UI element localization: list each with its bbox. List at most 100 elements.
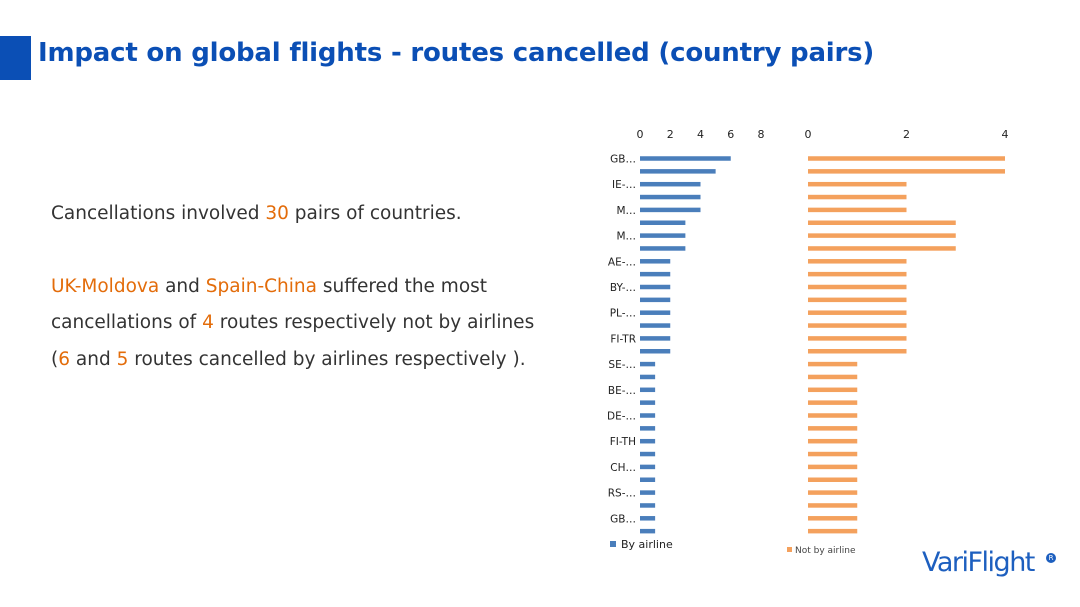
bar-by-airline <box>640 271 671 277</box>
category-label: GB… <box>610 154 636 166</box>
bar-by-airline <box>640 464 656 470</box>
x-tick-label: 6 <box>727 128 734 141</box>
category-label: BE-… <box>608 385 636 397</box>
bar-by-airline <box>640 297 671 303</box>
bar-by-airline <box>640 451 656 457</box>
variflight-logo: VariFlight <box>922 547 1035 578</box>
highlight-number: 4 <box>202 312 214 333</box>
bar-by-airline <box>640 438 656 444</box>
bar-by-airline <box>640 194 701 200</box>
bar-not-by-airline <box>808 387 858 393</box>
summary-paragraph-2: UK-Moldova and Spain-China suffered the … <box>51 269 551 379</box>
bar-by-airline <box>640 323 671 328</box>
bar-not-by-airline <box>808 169 1005 174</box>
bar-by-airline <box>640 374 656 380</box>
bar-not-by-airline <box>808 297 907 303</box>
bar-not-by-airline <box>808 246 956 251</box>
bar-not-by-airline <box>808 528 858 534</box>
bar-not-by-airline <box>808 400 858 405</box>
bar-not-by-airline <box>808 336 907 341</box>
bar-by-airline <box>640 169 716 174</box>
highlight-pair-count: 30 <box>265 203 289 224</box>
category-label: FI-TR <box>610 333 636 345</box>
x-tick-label: 0 <box>805 128 812 141</box>
bar-by-airline <box>640 349 671 354</box>
bar-by-airline <box>640 361 656 367</box>
bar-not-by-airline <box>808 464 858 470</box>
text-run: and <box>159 275 206 297</box>
bar-not-by-airline <box>808 477 858 482</box>
summary-text: Cancellations involved 30 pairs of count… <box>51 196 551 378</box>
x-tick-label: 2 <box>903 128 910 141</box>
category-label: CH… <box>610 462 636 474</box>
bar-not-by-airline <box>808 207 907 213</box>
bar-not-by-airline <box>808 413 858 418</box>
text-run: and <box>70 348 117 370</box>
highlight-spain-china: Spain-China <box>205 275 317 297</box>
bar-not-by-airline <box>808 310 907 315</box>
category-label: FI-TH <box>610 436 636 448</box>
bar-not-by-airline <box>808 438 858 444</box>
category-label: AE-… <box>608 256 636 268</box>
bar-by-airline <box>640 181 701 187</box>
bar-by-airline <box>640 207 701 213</box>
bar-by-airline <box>640 310 671 315</box>
legend-label-by-airline: By airline <box>621 538 673 551</box>
x-tick-label: 8 <box>758 128 765 141</box>
bar-not-by-airline <box>808 490 858 495</box>
bar-not-by-airline <box>808 220 956 225</box>
slide-title: Impact on global flights - routes cancel… <box>38 38 875 68</box>
registered-mark-icon: R <box>1046 553 1056 563</box>
bar-not-by-airline <box>808 271 907 277</box>
bar-by-airline <box>640 400 656 405</box>
bar-by-airline <box>640 503 656 508</box>
category-label: IE-… <box>612 179 636 191</box>
bar-not-by-airline <box>808 503 858 508</box>
highlight-number: 6 <box>58 348 70 370</box>
bar-by-airline <box>640 528 656 534</box>
bar-by-airline <box>640 220 686 225</box>
bar-not-by-airline <box>808 516 858 521</box>
bar-by-airline <box>640 413 656 418</box>
legend-swatch-by-airline <box>610 541 616 547</box>
bar-not-by-airline <box>808 284 907 290</box>
category-label: GB… <box>610 513 636 525</box>
category-label: M… <box>616 205 636 217</box>
legend-label-not-by-airline: Not by airline <box>795 546 856 556</box>
bar-by-airline <box>640 156 731 161</box>
bar-by-airline <box>640 336 671 341</box>
bar-not-by-airline <box>808 451 858 457</box>
x-tick-label: 4 <box>697 128 704 141</box>
x-tick-label: 2 <box>667 128 674 141</box>
x-tick-label: 0 <box>637 128 644 141</box>
category-label: BY-… <box>610 282 636 294</box>
bar-by-airline <box>640 477 656 482</box>
bar-by-airline <box>640 284 671 290</box>
bar-not-by-airline <box>808 361 858 367</box>
bar-by-airline <box>640 490 656 495</box>
category-label: DE-… <box>607 411 636 423</box>
category-label: M… <box>616 231 636 243</box>
bar-not-by-airline <box>808 156 1005 161</box>
bar-by-airline <box>640 233 686 238</box>
text-run: routes cancelled by airlines respectivel… <box>128 348 526 370</box>
bar-not-by-airline <box>808 259 907 264</box>
bar-not-by-airline <box>808 194 907 200</box>
title-accent-bar <box>0 36 31 80</box>
highlight-uk-moldova: UK-Moldova <box>51 275 160 297</box>
text-run: Cancellations involved <box>51 203 266 224</box>
legend-swatch-not-by-airline <box>787 547 792 552</box>
text-run: pairs of countries. <box>288 203 462 224</box>
bar-not-by-airline <box>808 181 907 187</box>
bar-by-airline <box>640 516 656 521</box>
bar-by-airline <box>640 387 656 393</box>
bar-not-by-airline <box>808 374 858 380</box>
bar-not-by-airline <box>808 349 907 354</box>
bar-not-by-airline <box>808 233 956 238</box>
highlight-number: 5 <box>116 348 129 370</box>
x-tick-label: 4 <box>1002 128 1009 141</box>
text-run: routes respectively not by airlines ( <box>51 312 535 370</box>
category-label: SE-… <box>608 359 636 371</box>
bar-not-by-airline <box>808 323 907 328</box>
